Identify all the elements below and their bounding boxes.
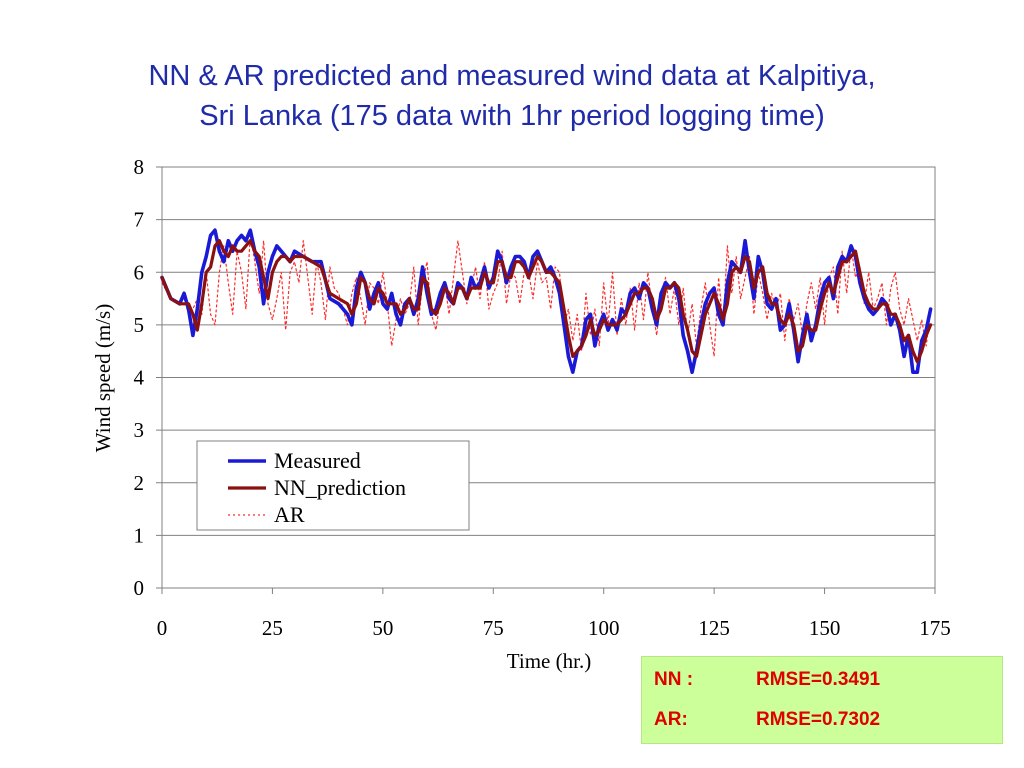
y-tick-label: 5 [134,313,145,337]
series-lines [160,228,933,374]
y-tick-label: 1 [134,523,145,547]
axis-ticks: 0 1 2 3 4 5 6 7 8 0 25 50 75 100 125 150 175 [134,155,951,640]
chart-title-line-1: NN & AR predicted and measured wind data… [148,60,876,92]
x-tick-label: 75 [483,616,504,640]
chart-title: NN & AR predicted and measured wind data… [0,56,1024,136]
y-tick-label: 7 [134,208,145,232]
chart-title-line-2: Sri Lanka (175 data with 1hr period logg… [199,100,825,132]
y-axis-label: Wind speed (m/s) [91,304,115,452]
y-gridlines [162,219,935,536]
series-line-nn-prediction [160,239,933,364]
x-tick-label: 25 [262,616,283,640]
y-tick-label: 0 [134,576,145,600]
x-tick-label: 100 [588,616,620,640]
y-tick-label: 8 [134,155,145,179]
rmse-label-nn: NN : [654,669,694,690]
rmse-value-nn: RMSE=0.3491 [756,669,881,690]
legend-label: NN_prediction [274,475,406,500]
y-tick-label: 6 [134,260,145,284]
y-tick-label: 4 [134,366,145,390]
x-tick-label: 175 [919,616,951,640]
y-tick-label: 3 [134,418,145,442]
x-tick-label: 150 [809,616,841,640]
x-axis-label: Time (hr.) [507,649,591,673]
rmse-box: NN : RMSE=0.3491 AR: RMSE=0.7302 [641,656,1003,744]
x-tick-label: 125 [698,616,730,640]
series-line-ar [161,234,932,357]
x-tick-label: 50 [372,616,393,640]
x-tick-label: 0 [157,616,168,640]
y-tick-label: 2 [134,471,145,495]
series-line-measured [160,228,933,374]
rmse-value-ar: RMSE=0.7302 [756,709,881,730]
legend-label: AR [274,502,305,527]
rmse-label-ar: AR: [654,709,688,730]
legend-label: Measured [274,448,361,473]
legend-box [196,440,470,531]
